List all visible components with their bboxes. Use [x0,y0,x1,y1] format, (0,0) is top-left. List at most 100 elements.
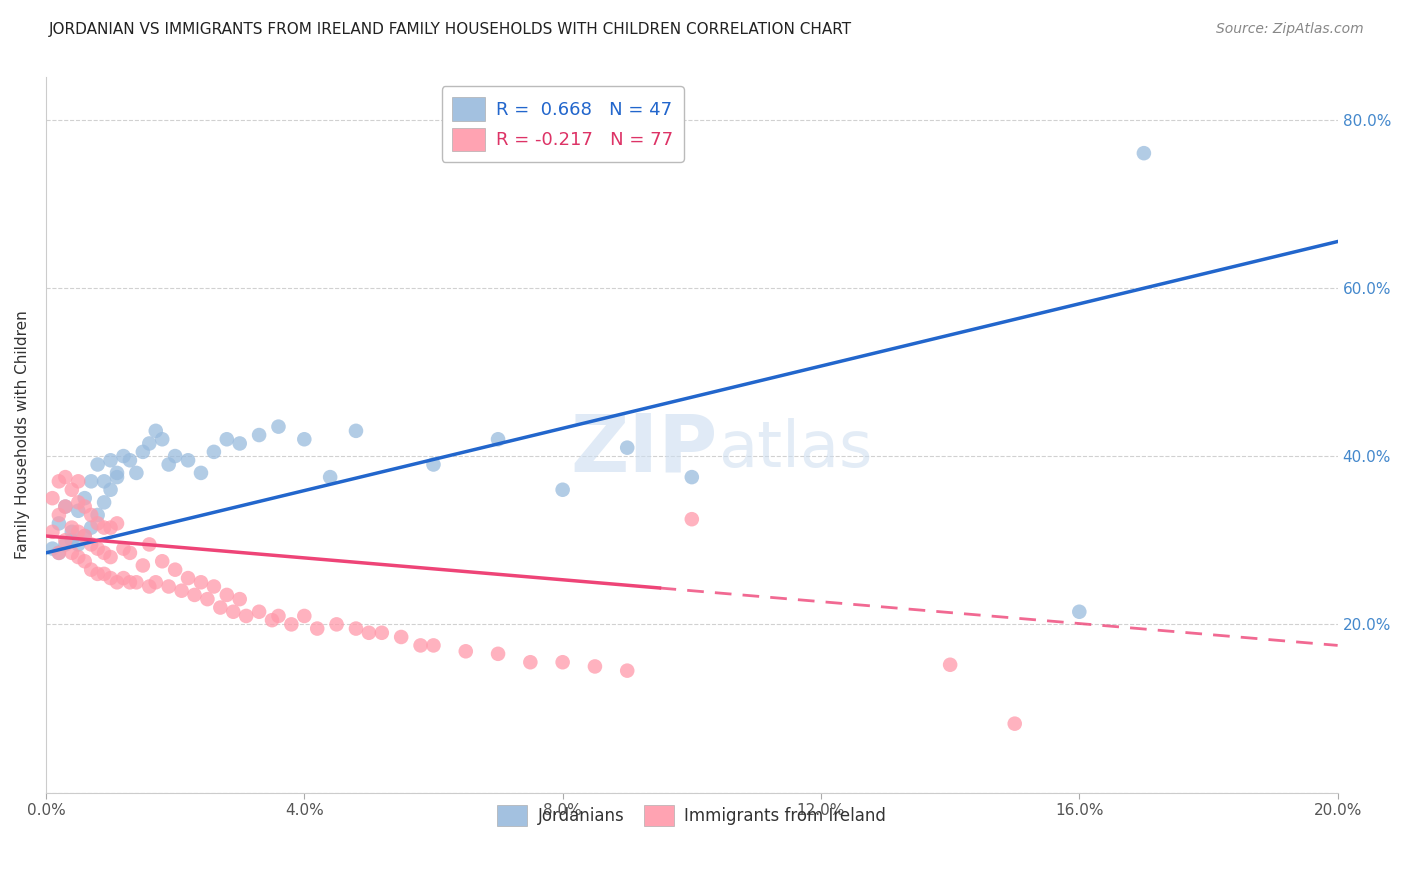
Point [132,558,155,573]
Point [100,483,122,497]
Point [41,541,63,556]
Point [197,592,219,607]
Point [292,432,315,446]
Point [454,644,477,658]
Point [267,419,290,434]
Point [235,609,257,624]
Point [93,566,115,581]
Point [73,529,96,543]
Point [681,512,703,526]
Point [280,617,302,632]
Point [67,495,90,509]
Point [112,541,135,556]
Point [209,600,232,615]
Point [73,500,96,514]
Point [215,588,238,602]
Point [422,458,444,472]
Point [616,664,638,678]
Point [222,605,245,619]
Point [93,520,115,534]
Point [100,520,122,534]
Point [292,609,315,624]
Point [157,580,180,594]
Point [215,432,238,446]
Point [48,475,70,489]
Point [105,575,128,590]
Point [551,483,574,497]
Point [228,592,250,607]
Point [202,445,225,459]
Point [170,583,193,598]
Point [1133,146,1156,161]
Point [551,655,574,669]
Point [67,524,90,539]
Point [105,470,128,484]
Point [53,533,76,548]
Point [183,588,205,602]
Point [73,529,96,543]
Text: JORDANIAN VS IMMIGRANTS FROM IRELAND FAMILY HOUSEHOLDS WITH CHILDREN CORRELATION: JORDANIAN VS IMMIGRANTS FROM IRELAND FAM… [49,22,852,37]
Point [357,625,380,640]
Point [93,546,115,560]
Point [138,580,160,594]
Point [165,563,187,577]
Point [145,424,167,438]
Point [80,475,103,489]
Point [681,470,703,484]
Point [100,550,122,565]
Point [319,470,342,484]
Point [48,516,70,531]
Point [80,563,103,577]
Text: Source: ZipAtlas.com: Source: ZipAtlas.com [1216,22,1364,37]
Text: atlas: atlas [717,418,872,481]
Point [67,550,90,565]
Point [371,625,394,640]
Point [118,575,141,590]
Y-axis label: Family Households with Children: Family Households with Children [15,310,30,559]
Point [112,449,135,463]
Point [105,466,128,480]
Point [307,622,329,636]
Point [93,495,115,509]
Point [60,524,83,539]
Point [267,609,290,624]
Point [125,575,148,590]
Point [48,546,70,560]
Point [519,655,541,669]
Point [112,571,135,585]
Point [247,428,270,442]
Point [1004,716,1026,731]
Point [138,537,160,551]
Point [202,580,225,594]
Point [86,541,108,556]
Point [325,617,347,632]
Point [125,466,148,480]
Point [190,575,212,590]
Point [409,639,432,653]
Point [48,508,70,522]
Point [67,537,90,551]
Point [150,432,173,446]
Point [86,458,108,472]
Point [118,453,141,467]
Point [344,424,367,438]
Point [100,571,122,585]
Point [177,453,200,467]
Point [105,516,128,531]
Point [53,500,76,514]
Point [41,524,63,539]
Point [1069,605,1091,619]
Point [53,470,76,484]
Point [60,546,83,560]
Point [939,657,962,672]
Point [41,491,63,505]
Point [53,500,76,514]
Point [486,647,509,661]
Point [228,436,250,450]
Point [616,441,638,455]
Point [190,466,212,480]
Point [422,639,444,653]
Point [118,546,141,560]
Point [93,475,115,489]
Point [86,508,108,522]
